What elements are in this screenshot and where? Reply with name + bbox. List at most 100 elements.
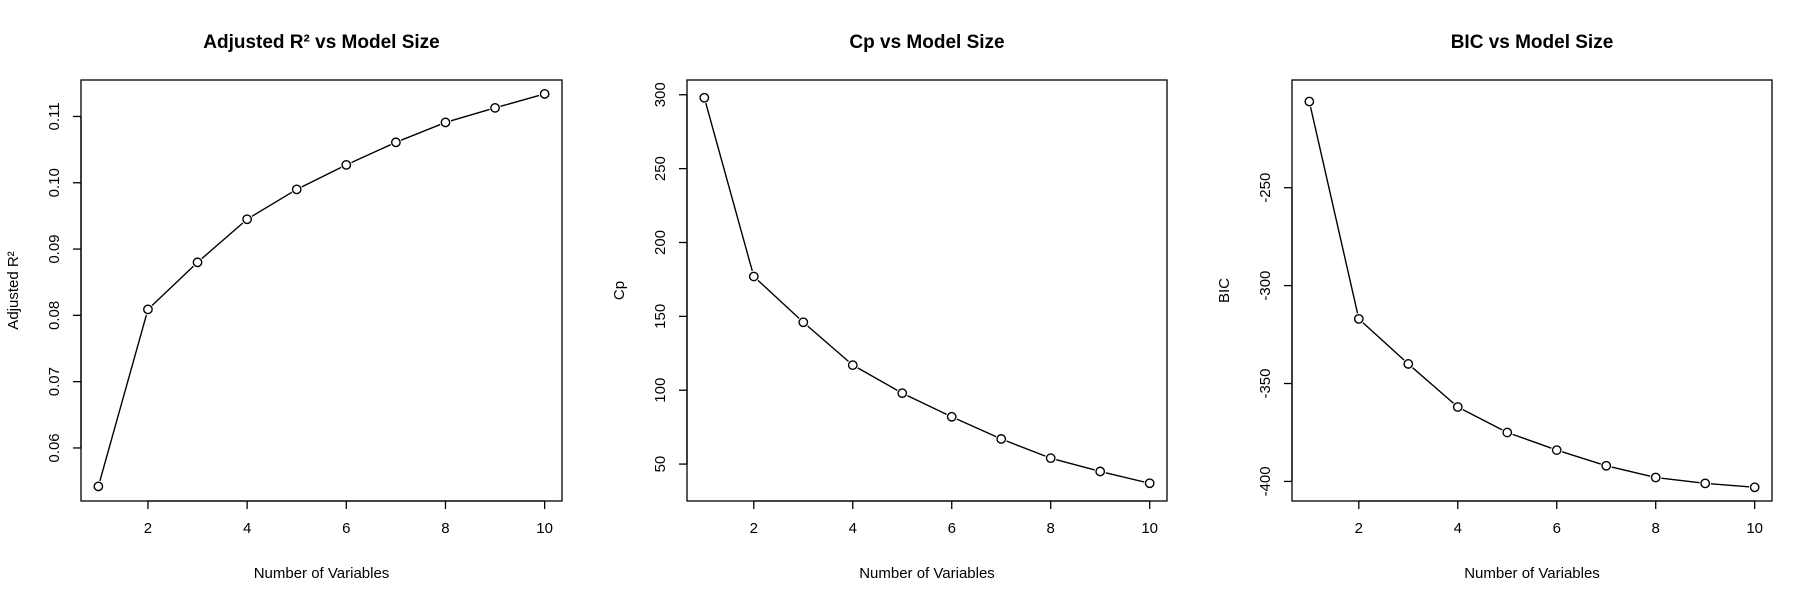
x-axis-label: Number of Variables — [1464, 565, 1600, 582]
series-line-segment — [1710, 483, 1750, 488]
chart-panel-3: BIC vs Model Size 2 4 6 8 10 -400 -350 -300 -250 N… — [1216, 32, 1773, 582]
x-axis-label: Number of Variables — [859, 565, 995, 582]
series-line-segment — [351, 144, 391, 164]
plot-frame — [1291, 79, 1773, 502]
y-tick-label: 200 — [652, 230, 669, 255]
data-point — [946, 411, 957, 422]
x-tick-label: 6 — [342, 520, 350, 537]
data-point — [341, 159, 352, 170]
series-line-segment — [1512, 433, 1552, 449]
series-line-segment — [1362, 322, 1405, 361]
data-point — [1749, 482, 1760, 493]
y-tick-label: 0.08 — [46, 301, 63, 330]
y-tick-label: 0.11 — [46, 102, 63, 130]
series-line-segment — [1561, 451, 1602, 465]
data-point — [539, 89, 550, 99]
data-point — [1095, 466, 1106, 477]
data-point — [1650, 472, 1661, 483]
series-line-segment — [807, 325, 849, 362]
data-point — [1045, 453, 1056, 464]
chart-title: BIC vs Model Size — [1451, 32, 1614, 53]
data-point — [847, 360, 858, 370]
series-line-segment — [301, 166, 342, 188]
y-tick-label: 300 — [652, 82, 669, 107]
y-tick-label: 0.10 — [46, 168, 63, 197]
plot-frame — [80, 79, 563, 502]
data-point — [192, 257, 203, 268]
data-point — [93, 481, 104, 492]
y-tick-label: 100 — [652, 378, 669, 403]
series-line-segment — [705, 103, 753, 272]
data-point — [748, 271, 759, 282]
data-point — [1304, 96, 1315, 107]
data-point — [1144, 478, 1155, 489]
series-line-segment — [757, 279, 800, 319]
chart-title: Cp vs Model Size — [849, 32, 1004, 53]
series-line-segment — [500, 94, 540, 107]
x-tick-label: 4 — [1454, 520, 1462, 537]
y-tick-label: 250 — [652, 156, 669, 181]
data-point — [699, 92, 710, 103]
chart-panel-1: Adjusted R² vs Model Size 2 4 6 8 10 0.06 0.07 0… — [5, 32, 563, 582]
x-tick-label: 2 — [144, 520, 152, 537]
data-point — [1502, 427, 1513, 438]
y-tick-label: -250 — [1257, 173, 1274, 203]
x-tick-label: 6 — [1553, 520, 1561, 537]
x-tick-label: 2 — [1355, 520, 1363, 537]
y-tick-label: 50 — [652, 456, 669, 473]
y-tick-label: -300 — [1257, 271, 1274, 301]
x-tick-label: 6 — [948, 520, 956, 537]
data-point — [143, 304, 153, 315]
x-tick-label: 10 — [1141, 520, 1158, 537]
x-tick-label: 10 — [1746, 520, 1763, 537]
series-line-segment — [1462, 408, 1503, 431]
data-point — [1700, 478, 1711, 489]
series-line-segment — [907, 394, 947, 415]
series-line-segment — [1056, 458, 1095, 471]
data-point — [1353, 313, 1364, 324]
series-line-segment — [251, 191, 293, 217]
data-point — [242, 214, 253, 225]
series-line-segment — [1006, 440, 1046, 457]
data-point — [1452, 402, 1463, 412]
series-line-segment — [1309, 106, 1359, 314]
series-line-segment — [1412, 367, 1454, 404]
series-line-segment — [400, 123, 441, 141]
y-tick-label: 150 — [652, 304, 669, 329]
y-tick-label: 0.06 — [46, 433, 63, 462]
series-line-segment — [857, 367, 898, 391]
y-tick-label: 0.07 — [46, 367, 63, 396]
data-point — [996, 434, 1007, 444]
y-axis-label: Adjusted R² — [5, 251, 22, 329]
plot-frame — [686, 79, 1168, 502]
series-line-segment — [151, 265, 194, 306]
y-axis-label: BIC — [1216, 278, 1233, 303]
x-tick-label: 4 — [243, 520, 251, 537]
x-tick-label: 8 — [1047, 520, 1055, 537]
data-point — [1403, 359, 1414, 369]
data-point — [440, 117, 451, 128]
series-line-segment — [1661, 477, 1700, 484]
series-line-segment — [99, 314, 148, 482]
chart-title: Adjusted R² vs Model Size — [203, 32, 439, 53]
series-line-segment — [1105, 472, 1145, 483]
y-axis-label: Cp — [611, 281, 628, 300]
x-tick-label: 8 — [1652, 520, 1660, 537]
data-point — [291, 184, 302, 195]
x-tick-label: 10 — [536, 520, 553, 537]
series-line-segment — [956, 418, 997, 438]
y-tick-label: 0.09 — [46, 234, 63, 263]
y-tick-label: -350 — [1257, 368, 1274, 398]
data-point — [1601, 460, 1612, 471]
x-tick-label: 2 — [750, 520, 758, 537]
data-point — [390, 137, 401, 148]
x-tick-label: 4 — [849, 520, 857, 537]
data-point — [490, 102, 500, 113]
series-line-segment — [450, 108, 490, 122]
data-point — [897, 388, 908, 399]
series-line-segment — [1611, 466, 1651, 477]
x-tick-label: 8 — [441, 520, 449, 537]
chart-panel-2: Cp vs Model Size 2 4 6 8 10 50 100 150 200 250 300 N… — [611, 32, 1168, 582]
